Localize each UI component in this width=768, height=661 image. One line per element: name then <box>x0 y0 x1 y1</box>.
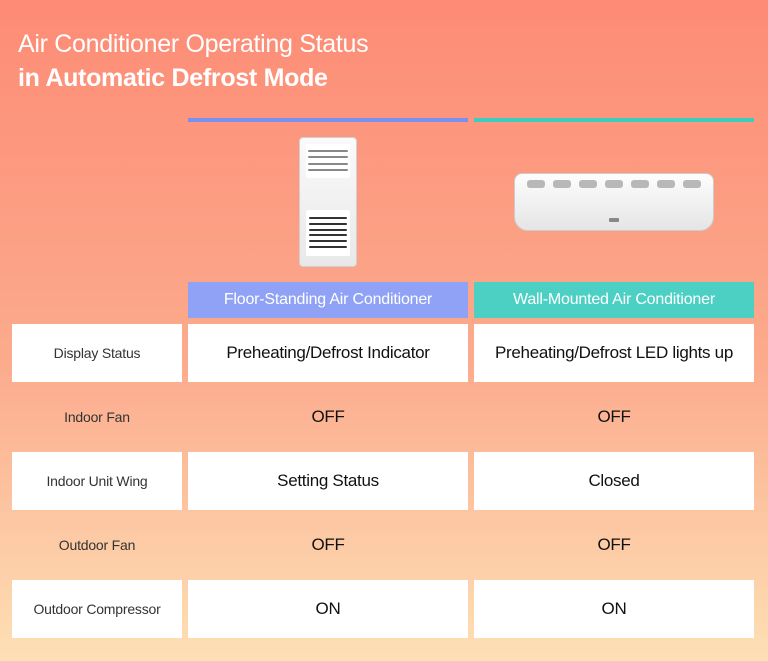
title-line-2: in Automatic Defrost Mode <box>18 62 756 96</box>
column-header-floor: Floor-Standing Air Conditioner <box>188 282 468 318</box>
column-bar-wall <box>474 118 754 122</box>
row-label: Display Status <box>12 324 182 382</box>
wall-mounted-ac-icon <box>514 173 714 231</box>
row-label: Outdoor Fan <box>12 516 182 574</box>
data-cell-wall: OFF <box>474 388 754 446</box>
data-cell-wall: Preheating/Defrost LED lights up <box>474 324 754 382</box>
data-cell-floor: Preheating/Defrost Indicator <box>188 324 468 382</box>
data-cell-floor: Setting Status <box>188 452 468 510</box>
data-cell-floor: OFF <box>188 388 468 446</box>
data-cell-floor: OFF <box>188 516 468 574</box>
data-cell-wall: Closed <box>474 452 754 510</box>
floor-standing-ac-icon <box>299 137 357 267</box>
row-label: Outdoor Compressor <box>12 580 182 638</box>
data-cell-floor: ON <box>188 580 468 638</box>
infographic-container: Air Conditioner Operating Status in Auto… <box>0 0 768 661</box>
title-line-1: Air Conditioner Operating Status <box>18 28 756 62</box>
column-bar-floor <box>188 118 468 122</box>
row-label: Indoor Fan <box>12 388 182 446</box>
data-cell-wall: OFF <box>474 516 754 574</box>
column-header-wall: Wall-Mounted Air Conditioner <box>474 282 754 318</box>
floor-unit-image <box>188 128 468 276</box>
row-label: Indoor Unit Wing <box>12 452 182 510</box>
data-cell-wall: ON <box>474 580 754 638</box>
page-title: Air Conditioner Operating Status in Auto… <box>18 28 756 96</box>
status-table: Floor-Standing Air Conditioner Wall-Moun… <box>12 118 756 638</box>
wall-unit-image <box>474 128 754 276</box>
